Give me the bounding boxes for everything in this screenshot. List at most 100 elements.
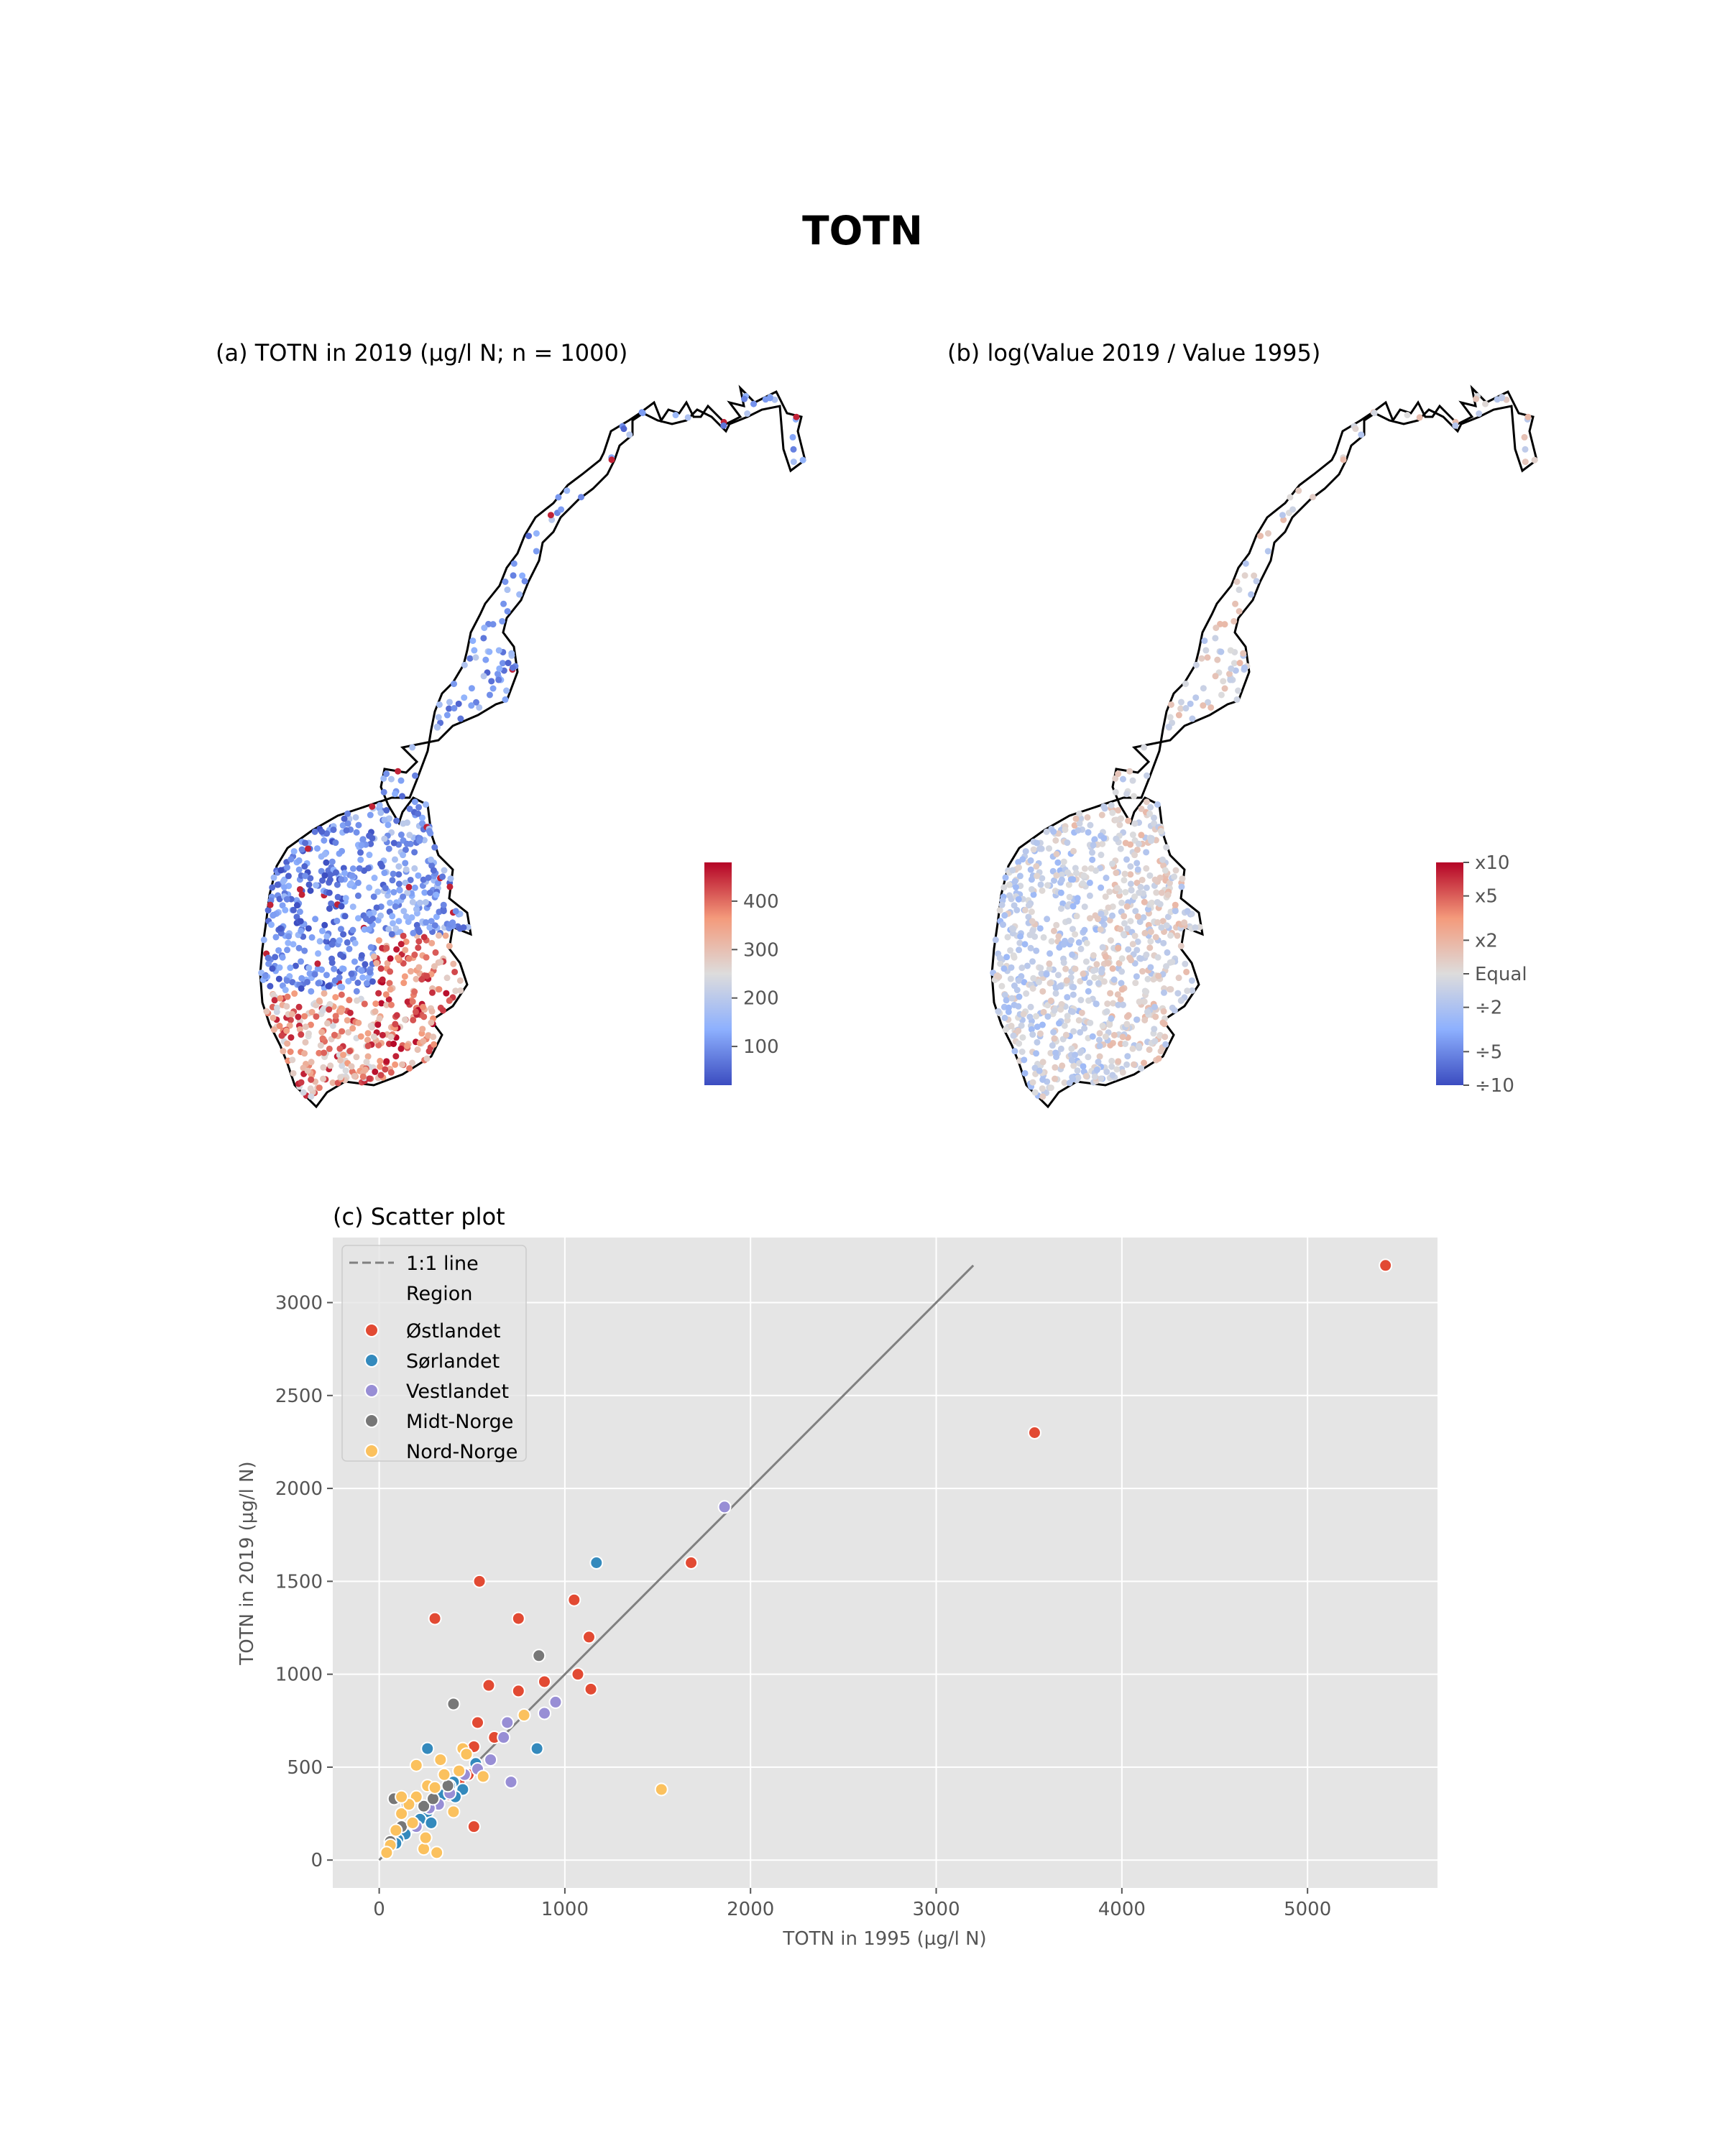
station-dot — [503, 687, 510, 694]
station-dot — [305, 845, 312, 852]
station-dot — [298, 985, 305, 992]
station-dot — [1108, 801, 1115, 808]
station-dot — [296, 1026, 303, 1033]
station-dot — [380, 788, 387, 796]
station-dot — [447, 875, 454, 883]
station-dot — [489, 685, 497, 692]
station-dot — [1181, 919, 1188, 926]
scatter-point — [548, 1695, 563, 1709]
station-dot — [393, 946, 400, 953]
station-dot — [1044, 916, 1051, 923]
station-dot — [1113, 885, 1121, 892]
station-dot — [1522, 459, 1529, 466]
station-dot — [519, 572, 526, 579]
station-dot — [446, 942, 453, 949]
station-dot — [1085, 987, 1092, 995]
station-dot — [1006, 881, 1013, 888]
station-dot — [1080, 872, 1087, 879]
station-dot — [1133, 879, 1141, 886]
legend-marker — [364, 1414, 379, 1428]
station-dot — [426, 828, 433, 835]
station-dot — [1072, 1051, 1079, 1059]
station-dot — [276, 1023, 283, 1030]
station-dot — [466, 655, 474, 662]
station-dot — [1107, 937, 1114, 944]
station-dot — [1184, 908, 1191, 915]
station-dot — [361, 1000, 368, 1008]
station-dot — [488, 678, 495, 685]
station-dot — [1053, 850, 1060, 857]
station-dot — [1230, 660, 1238, 667]
station-dot — [423, 954, 430, 961]
station-dot — [1033, 863, 1040, 870]
station-dot — [392, 791, 399, 798]
station-dot — [423, 1055, 431, 1062]
station-dot — [1236, 660, 1243, 667]
station-dot — [270, 1014, 277, 1021]
station-dot — [333, 869, 340, 876]
station-dot — [1148, 837, 1155, 844]
station-dot — [1167, 986, 1174, 993]
station-dot — [1122, 888, 1129, 895]
station-dot — [313, 1013, 320, 1020]
station-dot — [418, 814, 426, 821]
station-dot — [1233, 696, 1241, 703]
station-dot — [1059, 1062, 1066, 1069]
station-dot — [1049, 1042, 1056, 1049]
station-dot — [298, 928, 305, 935]
station-dot — [381, 835, 388, 842]
station-dot — [415, 872, 422, 879]
station-dot — [1174, 990, 1182, 997]
station-dot — [277, 995, 284, 1002]
station-dot — [406, 831, 413, 839]
station-dot — [1152, 934, 1159, 941]
scatter-point — [428, 1611, 442, 1626]
station-dot — [509, 664, 516, 671]
station-dot — [390, 920, 397, 927]
station-dot — [1076, 820, 1083, 827]
station-dot — [282, 906, 289, 913]
station-dot — [428, 918, 435, 925]
station-dot — [336, 1056, 344, 1064]
station-dot — [1340, 456, 1347, 464]
station-dot — [273, 1004, 280, 1011]
station-dot — [358, 952, 365, 959]
station-dot — [1115, 1001, 1122, 1008]
station-dot — [357, 849, 364, 856]
y-tick-label: 2500 — [275, 1386, 323, 1407]
station-dot — [1039, 887, 1046, 894]
station-dot — [1100, 803, 1108, 810]
station-dot — [1096, 1030, 1103, 1037]
station-dot — [1073, 913, 1080, 920]
station-dot — [1095, 1059, 1102, 1066]
colorbar-tick-label: ÷10 — [1475, 1075, 1514, 1097]
station-dot — [1033, 947, 1040, 954]
station-dot — [495, 676, 502, 683]
station-dot — [329, 1079, 336, 1087]
station-dot — [442, 932, 449, 939]
station-dot — [301, 1013, 308, 1020]
station-dot — [1057, 889, 1064, 896]
station-dot — [334, 881, 341, 888]
scatter-point — [428, 1780, 442, 1795]
station-dot — [995, 1008, 1002, 1015]
station-dot — [275, 946, 282, 954]
station-dot — [440, 908, 447, 915]
station-dot — [1074, 895, 1081, 902]
station-dot — [392, 925, 400, 932]
station-dot — [1060, 959, 1067, 967]
station-dot — [298, 958, 305, 965]
station-dot — [1000, 884, 1008, 891]
station-dot — [387, 899, 394, 906]
station-dot — [1112, 775, 1119, 782]
station-dot — [307, 1021, 314, 1028]
station-dot — [1182, 960, 1189, 967]
station-dot — [446, 883, 454, 890]
station-dot — [1217, 620, 1224, 627]
station-dot — [422, 801, 429, 808]
station-dot — [1473, 395, 1480, 402]
station-dot — [461, 661, 468, 668]
station-dot — [1053, 921, 1060, 929]
station-dot — [419, 1026, 426, 1033]
